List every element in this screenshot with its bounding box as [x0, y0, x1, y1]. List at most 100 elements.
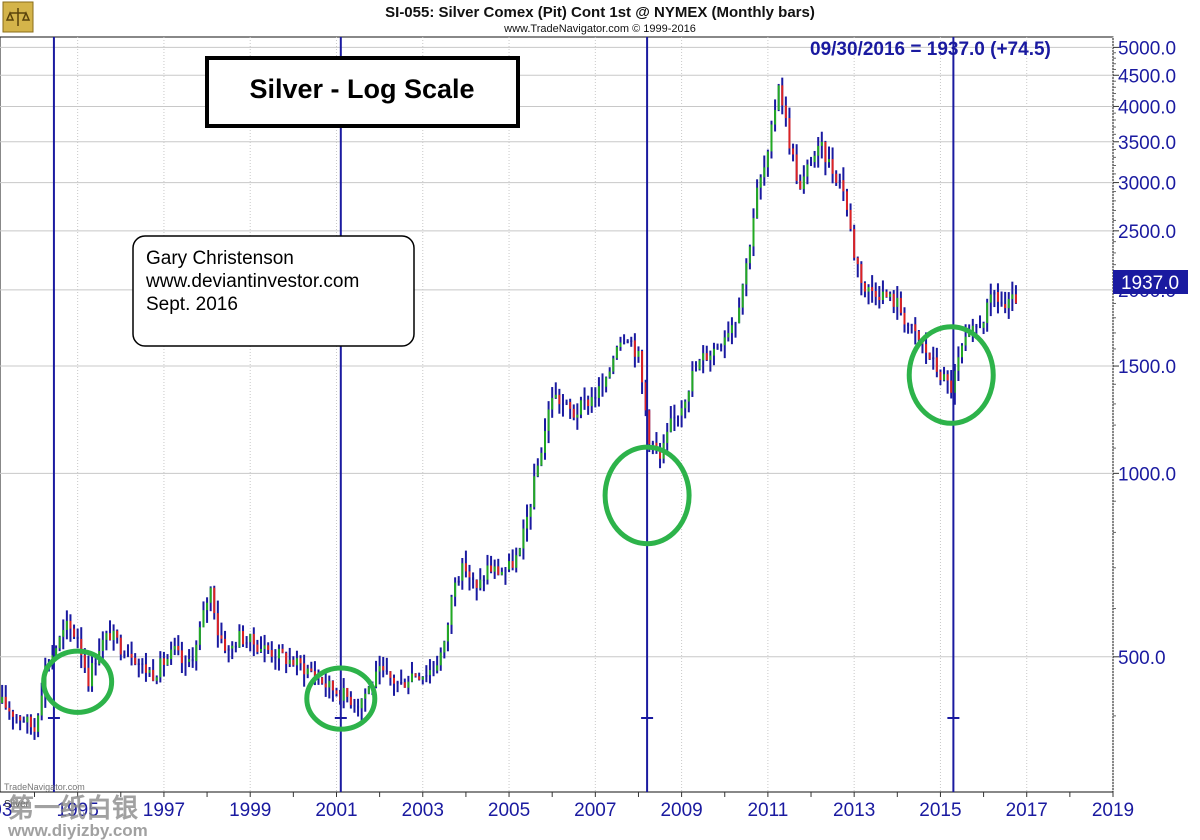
- monthly-bar-body: [137, 663, 140, 665]
- monthly-bar-body: [694, 369, 697, 371]
- monthly-bar-body: [590, 397, 593, 407]
- highlight-circles: [41, 324, 996, 732]
- price-bars: [1, 77, 1017, 740]
- monthly-bar-body: [986, 302, 989, 324]
- monthly-bar-body: [493, 566, 496, 572]
- monthly-bar-body: [824, 141, 827, 163]
- plot-frame: [0, 36, 1114, 793]
- monthly-bar-body: [838, 180, 841, 183]
- monthly-bar-body: [845, 191, 848, 210]
- monthly-bar-body: [572, 408, 575, 418]
- monthly-bar-body: [202, 610, 205, 628]
- monthly-bar-body: [547, 409, 550, 431]
- monthly-bar-body: [745, 263, 748, 285]
- monthly-bar-body: [109, 633, 111, 641]
- monthly-bar-body: [792, 148, 795, 155]
- monthly-bar-body: [101, 639, 104, 651]
- x-tick-label: 2007: [574, 800, 616, 821]
- monthly-bar-body: [766, 151, 769, 168]
- monthly-bar-body: [964, 336, 967, 346]
- monthly-bar-body: [482, 579, 485, 582]
- monthly-bar-body: [285, 652, 288, 665]
- monthly-bar-body: [820, 141, 823, 146]
- monthly-bar-body: [910, 324, 913, 326]
- x-tick-label: 2005: [488, 800, 530, 821]
- monthly-bar-body: [464, 563, 467, 572]
- monthly-bar-body: [360, 698, 363, 709]
- monthly-bar-body: [860, 264, 863, 283]
- monthly-bar-body: [633, 340, 636, 357]
- monthly-bar-body: [299, 658, 302, 664]
- monthly-bar-body: [414, 673, 417, 677]
- y-tick-label: 3000.0: [1118, 174, 1176, 195]
- monthly-bar-body: [777, 85, 780, 110]
- monthly-bar-body: [702, 353, 705, 361]
- monthly-bar-body: [932, 357, 935, 360]
- monthly-bar-body: [925, 344, 928, 353]
- monthly-bar-body: [727, 333, 730, 338]
- monthly-bar-body: [19, 716, 22, 721]
- monthly-bar-body: [234, 645, 237, 648]
- monthly-bar-body: [738, 307, 741, 324]
- monthly-bar-body: [69, 620, 72, 629]
- y-tick-label: 1000.0: [1118, 464, 1176, 485]
- monthly-bar-body: [881, 291, 884, 301]
- monthly-bar-body: [756, 187, 759, 219]
- monthly-bar-body: [565, 401, 568, 404]
- monthly-bar-body: [723, 337, 726, 346]
- y-tick-label: 2500.0: [1118, 222, 1176, 243]
- monthly-bar-body: [188, 659, 191, 662]
- monthly-bar-body: [224, 638, 227, 651]
- monthly-bar-body: [252, 633, 255, 645]
- monthly-bar-body: [303, 663, 306, 675]
- trade-navigator-logo-icon: [2, 1, 34, 33]
- monthly-bar-body: [263, 645, 266, 649]
- monthly-bar-body: [867, 287, 870, 292]
- monthly-bar-body: [335, 690, 338, 694]
- chart-title: SI-055: Silver Comex (Pit) Cont 1st @ NY…: [385, 4, 815, 21]
- monthly-bar-body: [533, 476, 536, 508]
- monthly-bar-body: [472, 577, 475, 580]
- monthly-bar-body: [436, 665, 439, 671]
- monthly-bar-body: [806, 164, 809, 177]
- monthly-bar-body: [112, 630, 115, 641]
- monthly-bar-body: [277, 648, 280, 659]
- monthly-bar-body: [648, 410, 651, 445]
- watermark-chinese: 第一纸白银: [8, 793, 139, 823]
- monthly-bar-body: [410, 673, 413, 682]
- monthly-bar-body: [245, 642, 248, 645]
- monthly-bar-body: [677, 415, 679, 418]
- x-tick-label: 1999: [229, 800, 271, 821]
- monthly-bar-body: [810, 162, 813, 165]
- author-date: Sept. 2016: [146, 294, 238, 315]
- x-tick-label: 2019: [1092, 800, 1134, 821]
- monthly-bar-body: [216, 613, 219, 636]
- monthly-bar-body: [734, 323, 737, 326]
- monthly-bar-body: [899, 297, 902, 313]
- monthly-bar-body: [914, 324, 917, 332]
- monthly-bar-body: [375, 671, 378, 687]
- monthly-bar-body: [446, 624, 449, 642]
- x-tick-label: 1995: [57, 800, 99, 821]
- monthly-bar-body: [130, 653, 133, 658]
- monthly-bar-body: [274, 656, 277, 659]
- monthly-bar-body: [331, 680, 334, 691]
- monthly-bar-body: [40, 695, 43, 716]
- monthly-bar-body: [177, 645, 180, 651]
- monthly-bar-body: [475, 579, 478, 589]
- monthly-bar-body: [597, 386, 600, 398]
- symbol-side-label: Silver: [4, 799, 30, 810]
- monthly-bar-body: [134, 657, 137, 665]
- monthly-bar-body: [15, 716, 18, 718]
- monthly-bar-body: [295, 658, 298, 666]
- monthly-bar-body: [33, 727, 36, 732]
- monthly-bar-body: [1000, 301, 1003, 305]
- monthly-bar-body: [795, 154, 798, 181]
- monthly-bar-body: [813, 155, 816, 163]
- monthly-bar-body: [8, 707, 11, 712]
- last-price-label: 1937.0: [1121, 273, 1179, 294]
- monthly-bar-body: [874, 291, 877, 297]
- monthly-bar-body: [982, 323, 985, 328]
- monthly-bar-body: [479, 579, 482, 589]
